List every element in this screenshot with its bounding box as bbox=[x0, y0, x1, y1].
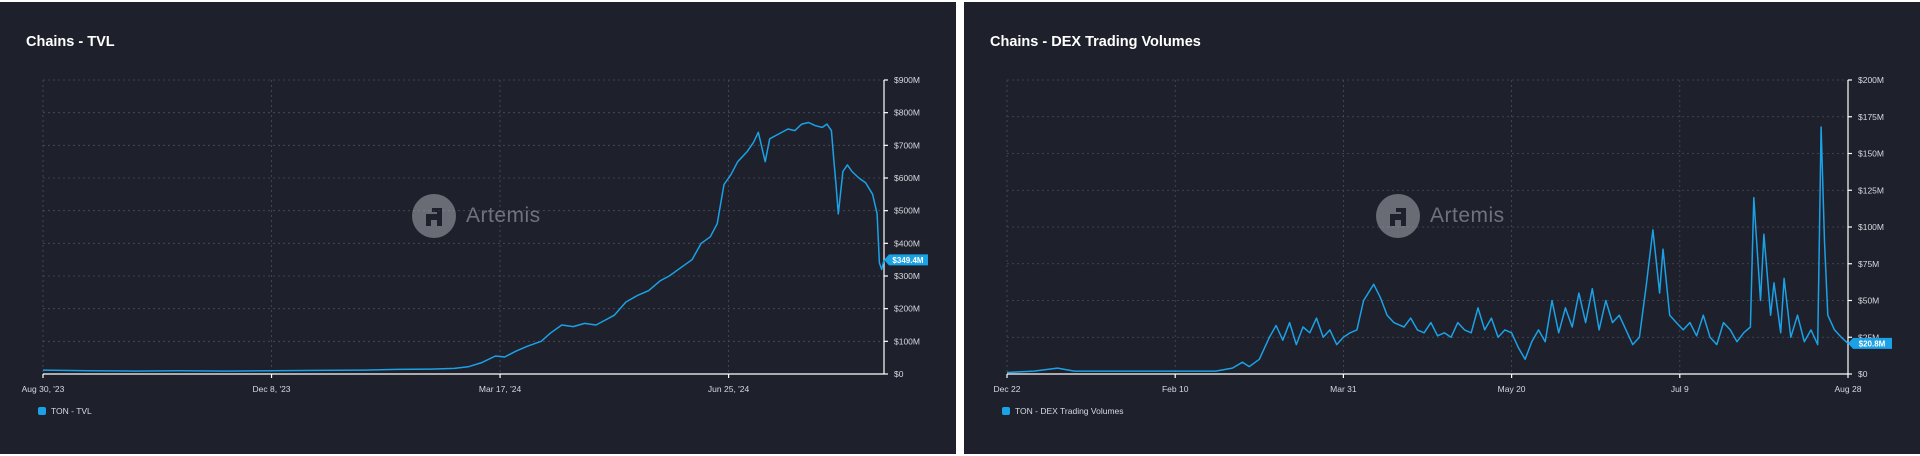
legend-swatch bbox=[1002, 407, 1010, 415]
y-tick-label: $125M bbox=[1858, 185, 1884, 195]
y-tick-label: $25M bbox=[1858, 332, 1879, 342]
series-line[interactable] bbox=[42, 121, 885, 372]
y-tick-label: $700M bbox=[894, 140, 920, 150]
x-tick-label: Dec 22 bbox=[994, 384, 1021, 394]
x-tick-label: Aug 30, '23 bbox=[22, 384, 65, 394]
x-tick-label: May 20 bbox=[1498, 384, 1526, 394]
y-tick-label: $50M bbox=[1858, 296, 1879, 306]
x-tick-label: Mar 17, '24 bbox=[479, 384, 522, 394]
dex-legend[interactable]: TON - DEX Trading Volumes bbox=[1002, 406, 1124, 416]
y-tick-label: $600M bbox=[894, 173, 920, 183]
last-value-badge: $349.4M bbox=[884, 254, 928, 266]
y-tick-label: $200M bbox=[894, 304, 920, 314]
tvl-chart-panel: Chains - TVL $0 $100M $200M $300M $400M $500M… bbox=[0, 2, 956, 454]
y-tick-label: $150M bbox=[1858, 149, 1884, 159]
last-value-label: $349.4M bbox=[892, 256, 923, 265]
legend-label: TON - DEX Trading Volumes bbox=[1015, 406, 1124, 416]
x-tick-label: Dec 8, '23 bbox=[253, 384, 291, 394]
y-tick-label: $200M bbox=[1858, 75, 1884, 85]
y-tick-label: $300M bbox=[894, 271, 920, 281]
last-value-badge-bg bbox=[1848, 337, 1892, 349]
legend-swatch bbox=[38, 407, 46, 415]
last-value-label: $20.8M bbox=[1859, 339, 1886, 348]
dex-volume-chart-panel: Chains - DEX Trading Volumes $0 $25M $50M $… bbox=[964, 2, 1920, 454]
y-tick-label: $500M bbox=[894, 206, 920, 216]
tvl-chart-title: Chains - TVL bbox=[26, 34, 115, 50]
x-tick-label: Feb 10 bbox=[1162, 384, 1189, 394]
y-tick-label: $0 bbox=[1858, 369, 1868, 379]
y-tick-label: $900M bbox=[894, 75, 920, 85]
x-tick-label: Mar 31 bbox=[1330, 384, 1357, 394]
y-tick-label: $800M bbox=[894, 108, 920, 118]
x-tick-label: Aug 28 bbox=[1835, 384, 1862, 394]
y-tick-label: $100M bbox=[894, 336, 920, 346]
y-tick-label: $175M bbox=[1858, 112, 1884, 122]
series-line[interactable] bbox=[1006, 126, 1849, 374]
y-tick-label: $100M bbox=[1858, 222, 1884, 232]
y-tick-label: $400M bbox=[894, 238, 920, 248]
tvl-legend[interactable]: TON - TVL bbox=[38, 406, 92, 416]
last-value-badge-bg bbox=[884, 254, 928, 266]
last-value-badge: $20.8M bbox=[1848, 337, 1892, 349]
dex-volume-line-chart[interactable]: $0 $25M $50M $75M $100M $125M $150M $175M $200M D… bbox=[964, 2, 1920, 454]
legend-label: TON - TVL bbox=[51, 406, 92, 416]
x-tick-label: Jul 9 bbox=[1671, 384, 1689, 394]
y-tick-label: $75M bbox=[1858, 259, 1879, 269]
y-tick-label: $0 bbox=[894, 369, 904, 379]
dex-chart-title: Chains - DEX Trading Volumes bbox=[990, 34, 1201, 50]
tvl-line-chart[interactable]: $0 $100M $200M $300M $400M $500M $600M $700M $80… bbox=[0, 2, 956, 454]
x-tick-label: Jun 25, '24 bbox=[708, 384, 750, 394]
